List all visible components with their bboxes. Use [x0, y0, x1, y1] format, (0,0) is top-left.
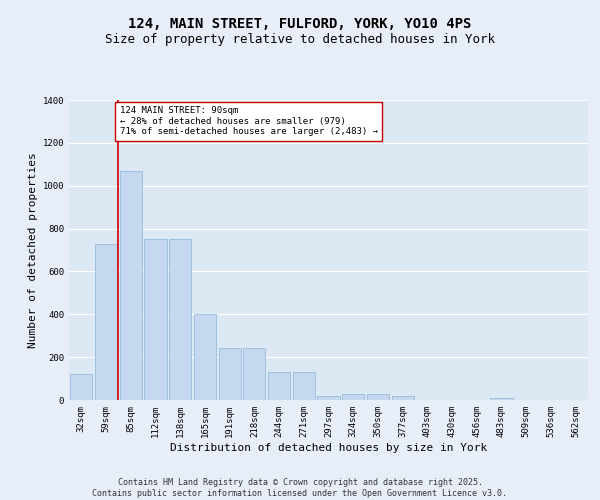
Text: 124, MAIN STREET, FULFORD, YORK, YO10 4PS: 124, MAIN STREET, FULFORD, YORK, YO10 4P…: [128, 18, 472, 32]
Text: Size of property relative to detached houses in York: Size of property relative to detached ho…: [105, 32, 495, 46]
X-axis label: Distribution of detached houses by size in York: Distribution of detached houses by size …: [170, 442, 487, 452]
Bar: [70, 374, 92, 400]
Bar: [95, 244, 117, 400]
Bar: [293, 372, 315, 400]
Bar: [243, 348, 265, 400]
Bar: [490, 398, 512, 400]
Text: Contains HM Land Registry data © Crown copyright and database right 2025.
Contai: Contains HM Land Registry data © Crown c…: [92, 478, 508, 498]
Bar: [145, 240, 167, 400]
Text: 124 MAIN STREET: 90sqm
← 28% of detached houses are smaller (979)
71% of semi-de: 124 MAIN STREET: 90sqm ← 28% of detached…: [119, 106, 377, 136]
Bar: [392, 396, 414, 400]
Bar: [268, 372, 290, 400]
Bar: [194, 314, 216, 400]
Bar: [218, 348, 241, 400]
Y-axis label: Number of detached properties: Number of detached properties: [28, 152, 38, 348]
Bar: [317, 396, 340, 400]
Bar: [119, 170, 142, 400]
Bar: [169, 240, 191, 400]
Bar: [367, 394, 389, 400]
Bar: [342, 394, 364, 400]
